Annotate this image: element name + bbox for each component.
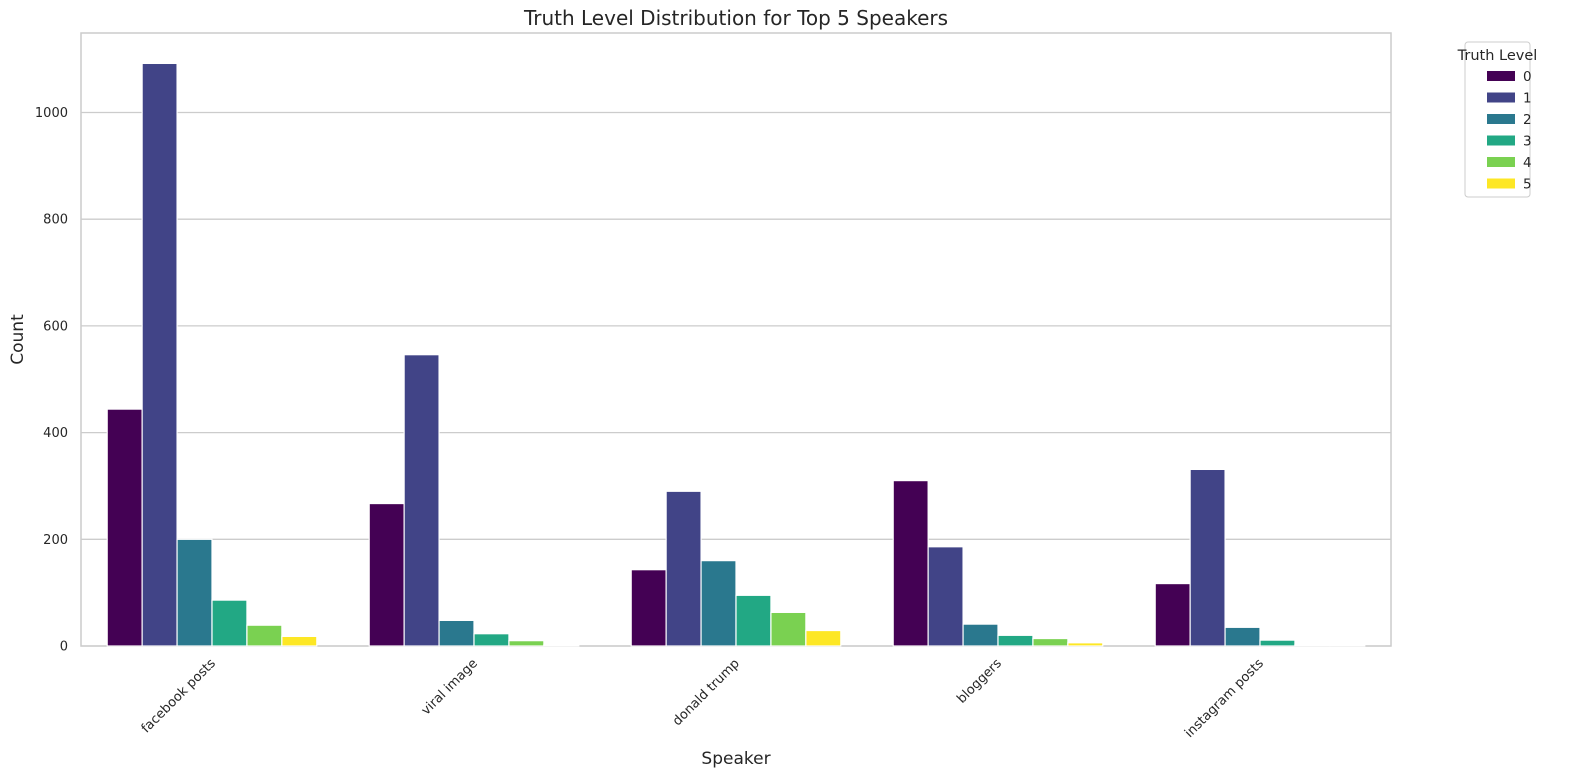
y-tick-label: 1000 — [35, 106, 68, 121]
bar-instagram-posts-level-3 — [1259, 639, 1296, 647]
legend-swatch-5 — [1487, 178, 1515, 189]
bar-facebook-posts-level-2 — [176, 538, 213, 647]
bar-donald-trump-level-1 — [665, 490, 702, 647]
bar-facebook-posts-level-4 — [246, 624, 283, 647]
bar-donald-trump-level-4 — [770, 611, 807, 647]
legend-label: 3 — [1523, 134, 1532, 150]
bar-bloggers-level-0 — [892, 480, 929, 647]
x-tick-label: instagram posts — [1182, 656, 1267, 741]
bar-donald-trump-level-0 — [630, 569, 667, 647]
bar-viral-image-level-2 — [438, 619, 475, 647]
legend-label: 4 — [1523, 155, 1532, 171]
bar-viral-image-level-0 — [368, 502, 405, 647]
bars — [106, 62, 1366, 647]
chart-title: Truth Level Distribution for Top 5 Speak… — [523, 6, 948, 30]
y-axis-ticks: 0 200 400 600 800 1000 — [35, 106, 68, 655]
bar-instagram-posts-level-2 — [1224, 626, 1261, 647]
bar-facebook-posts-level-5 — [281, 635, 318, 647]
bar-donald-trump-level-3 — [735, 594, 772, 647]
y-tick-label: 400 — [43, 426, 68, 441]
x-tick-label: donald trump — [670, 656, 743, 729]
bar-bloggers-level-3 — [997, 634, 1034, 647]
bar-bloggers-level-4 — [1032, 637, 1069, 647]
bar-viral-image-level-1 — [403, 354, 440, 647]
legend-label: 2 — [1523, 112, 1532, 128]
bar-instagram-posts-level-4 — [1294, 644, 1331, 647]
x-tick-label: viral image — [419, 656, 481, 718]
legend: Truth Level 0 1 2 3 4 5 — [1457, 41, 1538, 198]
y-tick-label: 800 — [43, 213, 68, 228]
bar-facebook-posts-level-0 — [106, 408, 143, 647]
x-tick-label: bloggers — [954, 656, 1005, 707]
bar-donald-trump-level-2 — [700, 560, 737, 647]
y-axis-title: Count — [8, 314, 28, 365]
bar-instagram-posts-level-5 — [1329, 644, 1366, 647]
bar-bloggers-level-5 — [1067, 642, 1104, 647]
legend-swatch-3 — [1487, 135, 1515, 146]
bar-viral-image-level-4 — [508, 640, 545, 647]
bar-facebook-posts-level-1 — [141, 62, 178, 647]
bar-instagram-posts-level-1 — [1189, 468, 1226, 647]
y-tick-label: 200 — [43, 533, 68, 548]
x-tick-label: facebook posts — [139, 656, 219, 736]
legend-swatch-1 — [1487, 92, 1515, 103]
legend-swatch-2 — [1487, 114, 1515, 124]
legend-label: 1 — [1523, 91, 1532, 107]
y-tick-label: 600 — [43, 319, 68, 334]
legend-swatch-0 — [1487, 71, 1515, 81]
bar-instagram-posts-level-0 — [1154, 582, 1191, 647]
legend-items: 0 1 2 3 4 5 — [1487, 69, 1532, 193]
x-axis-title: Speaker — [701, 749, 770, 769]
bar-facebook-posts-level-3 — [211, 599, 248, 647]
legend-swatch-4 — [1487, 157, 1515, 167]
bar-bloggers-level-2 — [962, 623, 999, 647]
legend-label: 5 — [1523, 177, 1532, 193]
x-axis-ticks: facebook posts viral image donald trump blo… — [139, 656, 1267, 741]
bar-viral-image-level-3 — [473, 633, 510, 647]
bar-donald-trump-level-5 — [805, 629, 842, 647]
y-tick-label: 0 — [60, 640, 68, 655]
legend-title: Truth Level — [1457, 48, 1538, 64]
bar-viral-image-level-5 — [543, 644, 580, 647]
legend-label: 0 — [1523, 69, 1532, 85]
bar-bloggers-level-1 — [927, 546, 964, 647]
